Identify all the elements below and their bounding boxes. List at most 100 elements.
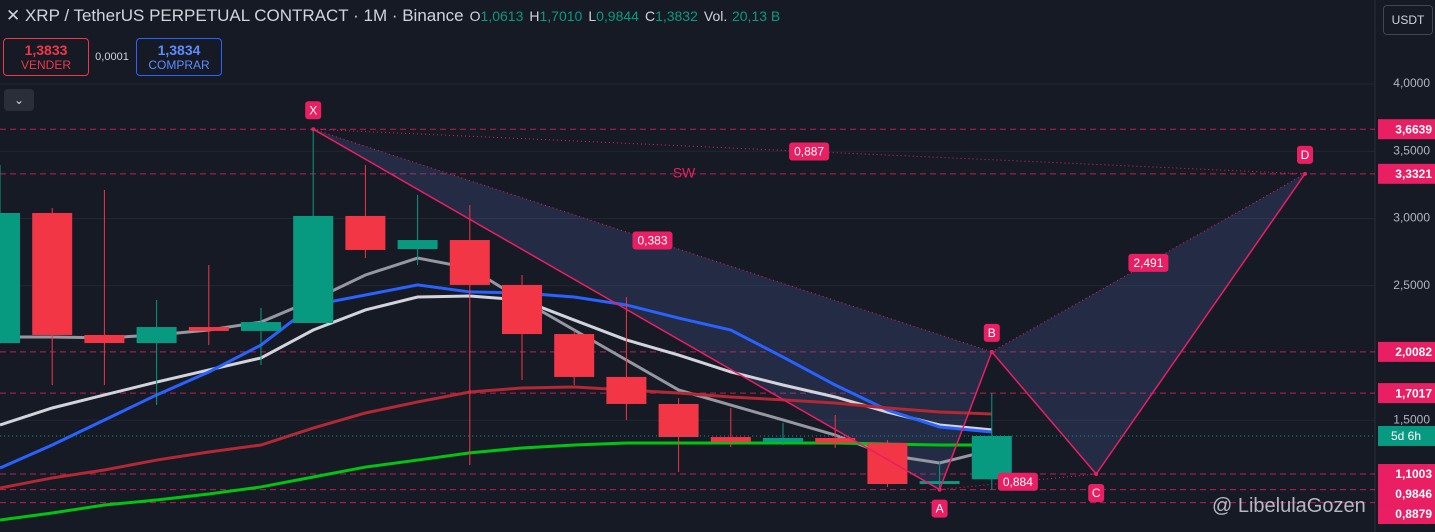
countdown-box [1378,425,1435,446]
spread: 0,0001 [95,51,129,63]
ratio-label: 0,884 [1003,475,1033,489]
pattern-fill [313,129,992,490]
buy-button[interactable]: 1,3834 COMPRAR [136,38,222,76]
y-tick-label: 4,0000 [1393,76,1430,90]
level-label-box [1378,341,1435,362]
pattern-leg [991,351,1097,475]
candle-body [136,327,177,344]
level-label-box [1378,464,1435,485]
y-tick-label: 3,5000 [1393,143,1430,157]
level-label-box [1378,504,1435,525]
candle-body [345,215,386,250]
moving-average [0,385,992,490]
volume: 20,13 B [731,8,781,24]
pattern-leg [1095,173,1306,475]
point-label: B [988,326,996,340]
candle-body [293,215,334,324]
y-tick-label: 2,5000 [1393,278,1430,292]
candle-body [919,481,960,484]
level-label: 1,1003 [1395,467,1432,481]
point-label: D [1301,148,1310,162]
candle-body [241,322,281,331]
buy-label: COMPRAR [148,58,210,72]
point-box [1297,145,1313,164]
pattern-name: SW [673,165,696,181]
ohlc-key: O [469,8,481,24]
currency-button[interactable]: USDT [1383,5,1433,35]
ratio-box [1128,253,1169,272]
candle-body [867,442,908,484]
moving-average [0,294,992,432]
y-tick-label: 3,0000 [1393,211,1430,225]
candle-body [188,327,229,331]
level-label-box [1378,119,1435,140]
ratio-label: 0,383 [637,234,667,248]
candle-body [0,212,20,344]
ratio-label: 0,887 [794,145,824,159]
candle-body [554,334,595,377]
ohlc: O1,0613 H1,7010 L0,9844 C1,3832 [464,6,698,25]
candle-body [502,284,542,335]
ratio-box [789,142,830,161]
level-label: 2,0082 [1395,345,1432,359]
point-box [931,499,948,518]
point-box [1088,484,1105,503]
pattern-fill [991,173,1305,475]
level-label: 1,7017 [1395,386,1432,400]
level-label: 0,8879 [1395,507,1432,521]
level-label: 3,3321 [1395,167,1432,181]
level-label: 0,9846 [1395,487,1432,501]
countdown: 5d 6h [1391,429,1421,443]
point-label: X [309,103,317,117]
level-label-box [1378,163,1435,184]
candle-body [606,376,647,404]
toolbar: ✕ XRP / TetherUS PERPETUAL CONTRACT · 1M… [6,6,781,25]
sell-label: VENDER [20,58,71,72]
pattern-leg [312,128,940,491]
ohlc-key: H [529,8,540,24]
buy-price: 1,3834 [157,42,201,58]
ohlc-value: 1,0613 [480,8,524,24]
candle-body [84,334,125,344]
pattern-point [1094,472,1099,477]
collapse-button[interactable]: ⌄ [4,89,34,111]
point-label: A [936,502,944,516]
pattern-point [989,349,994,354]
candle-body [815,437,856,443]
candle-body [971,435,1012,480]
watermark: @ LibelulaGozen [1212,495,1366,517]
point-box [983,323,1000,342]
ratio-label: 2,491 [1133,256,1163,270]
point-box [305,101,322,120]
ratio-box [997,472,1038,491]
candle-body [710,437,751,443]
sell-price: 1,3833 [24,42,68,58]
ohlc-key: C [644,8,656,24]
pattern-point [1303,171,1307,176]
sell-button[interactable]: 1,3833 VENDER [3,38,89,76]
moving-average [0,441,992,522]
ratio-box [632,231,673,250]
pattern-leg [938,351,993,490]
candle-body [397,240,438,250]
y-tick-label: 1,5000 [1393,412,1430,426]
level-label: 3,6639 [1395,122,1432,136]
candle-body [449,240,490,285]
candle-body [658,403,699,438]
moving-average [0,283,992,470]
level-label-box [1378,484,1435,505]
point-label: C [1092,486,1101,500]
volume-key: Vol. [703,8,728,24]
candle-body [763,437,803,443]
pattern-point [937,487,942,492]
symbol: XRP / TetherUS PERPETUAL CONTRACT · 1M ·… [24,6,464,25]
ohlc-value: 1,3832 [655,8,698,24]
ohlc-value: 0,9844 [596,8,639,24]
pattern-point [311,127,316,132]
candle-body [32,212,73,335]
level-label-box [1378,383,1435,404]
ohlc-key: L [588,8,597,24]
ohlc-value: 1,7010 [539,8,583,24]
